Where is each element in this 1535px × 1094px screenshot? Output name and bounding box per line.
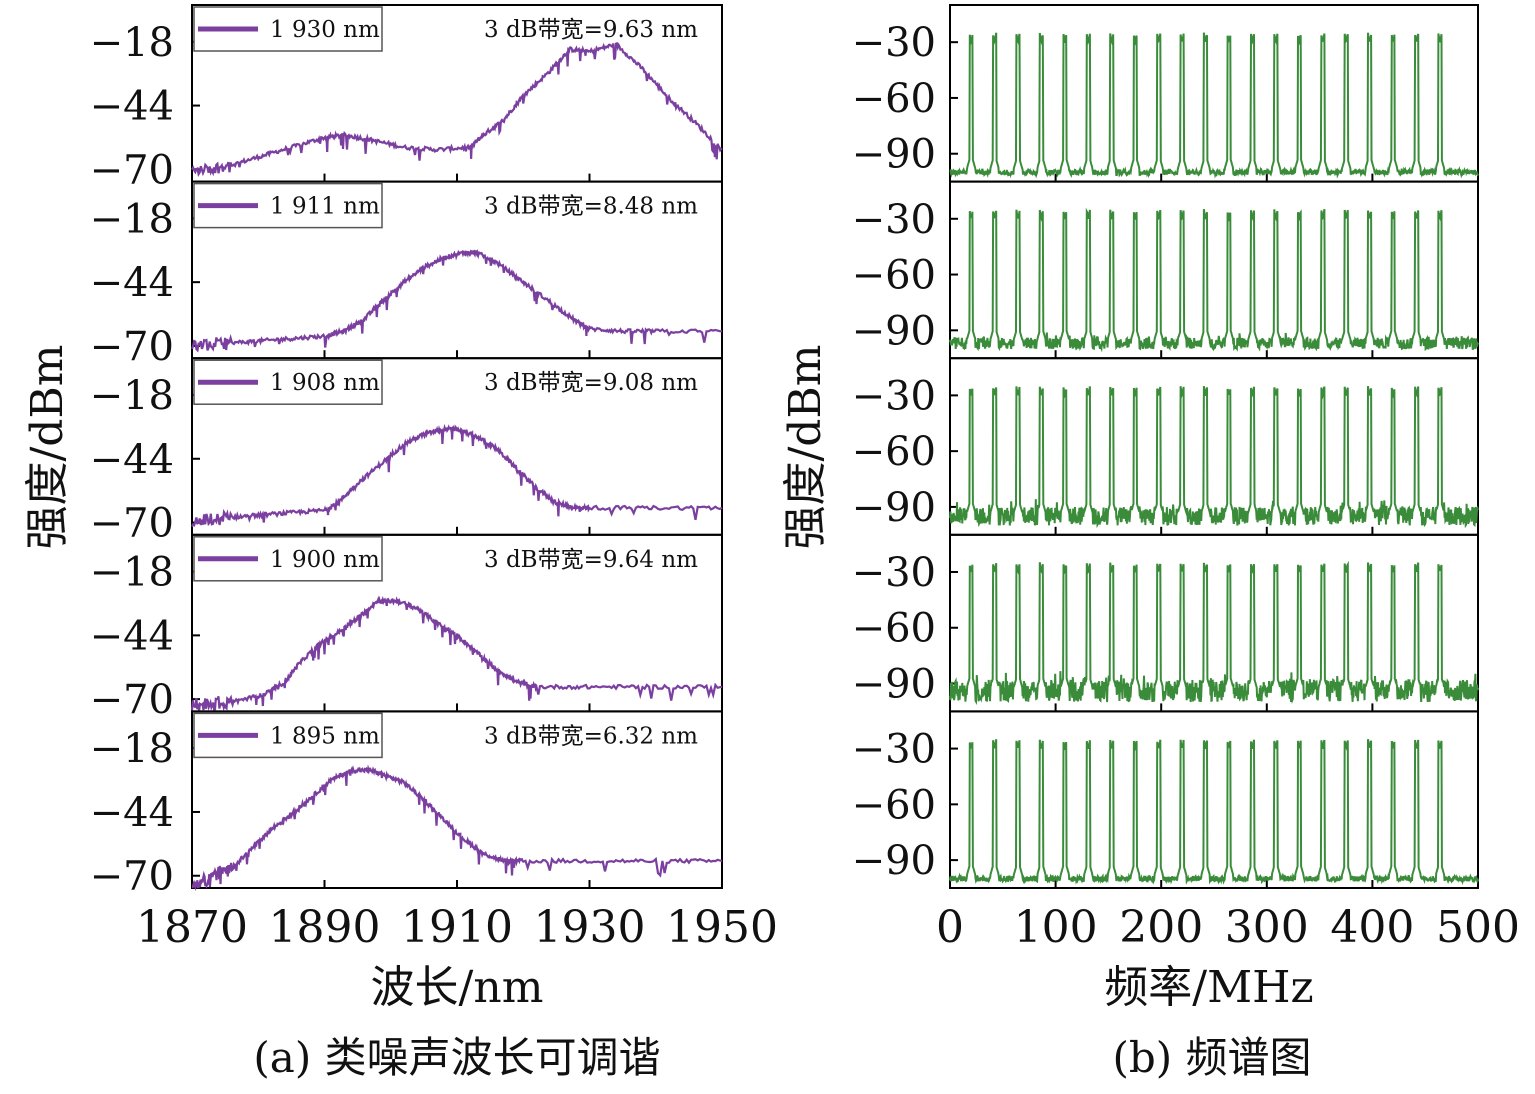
- y-tick-label: −60: [852, 76, 936, 122]
- y-tick-label: −90: [852, 308, 936, 354]
- chart-b-panel-4: −30 −60 −90: [852, 533, 1479, 713]
- chart-b-panel-3: −30 −60 −90: [852, 357, 1479, 536]
- x-axis-label: 频率/MHz: [1104, 962, 1313, 1013]
- bandwidth-annotation: 3 dB带宽=9.64 nm: [484, 547, 698, 573]
- x-tick-label: 300: [1225, 902, 1309, 953]
- chart-b-panel-5: −30 −60 −90: [852, 710, 1479, 890]
- rf-spectrum-line: [949, 560, 1479, 706]
- legend-label: 1 900 nm: [270, 547, 380, 573]
- bandwidth-annotation: 3 dB带宽=9.63 nm: [484, 17, 698, 43]
- y-tick-label: −90: [852, 662, 936, 708]
- y-tick-label: −44: [90, 260, 174, 306]
- y-tick-label: −18: [90, 20, 174, 66]
- x-axis-label: 波长/nm: [371, 962, 544, 1013]
- rf-spectrum-line: [949, 739, 1479, 886]
- y-tick-label: −30: [852, 550, 936, 596]
- chart-b-rf-spectrum: −30−60−90−30−60−90−30−60−90−30−60−90−30−…: [780, 4, 1520, 1082]
- y-tick-label: −44: [90, 790, 174, 836]
- y-tick-label: −70: [90, 324, 174, 370]
- y-tick-label: −60: [852, 606, 936, 652]
- y-tick-label: −90: [852, 485, 936, 531]
- y-tick-label: −60: [852, 253, 936, 299]
- chart-a-panel-4: −18 −44 −70 1 900 nm 3 dB带宽=9.64 nm: [90, 533, 723, 723]
- y-tick-label: −60: [852, 429, 936, 475]
- chart-b-panel-2: −30 −60 −90: [852, 180, 1479, 360]
- y-tick-label: −30: [852, 197, 936, 243]
- panel-frame: [949, 4, 1479, 183]
- y-tick-label: −70: [90, 854, 174, 900]
- chart-a-panel-1: −18 −44 −70 1 930 nm 3 dB带宽=9.63 nm: [90, 4, 723, 193]
- x-tick-label: 1870: [136, 902, 248, 953]
- chart-a-panel-3: −18 −44 −70 1 908 nm 3 dB带宽=9.08 nm: [90, 357, 723, 547]
- x-tick-label: 400: [1330, 902, 1414, 953]
- x-tick-label: 1930: [534, 902, 646, 953]
- y-tick-label: −60: [852, 782, 936, 828]
- x-tick-label: 1890: [269, 902, 381, 953]
- rf-spectrum-line: [949, 207, 1479, 353]
- chart-a-panel-2: −18 −44 −70 1 911 nm 3 dB带宽=8.48 nm: [90, 180, 723, 370]
- rf-spectrum-line: [949, 32, 1479, 179]
- y-tick-label: −70: [90, 147, 174, 193]
- y-tick-label: −70: [90, 677, 174, 723]
- y-tick-label: −18: [90, 726, 174, 772]
- x-tick-label: 200: [1119, 902, 1203, 953]
- bandwidth-annotation: 3 dB带宽=8.48 nm: [484, 194, 698, 220]
- y-tick-label: −30: [852, 20, 936, 66]
- y-tick-label: −90: [852, 132, 936, 178]
- spectrum-line: [191, 41, 723, 177]
- x-tick-label: 1910: [401, 902, 513, 953]
- spectrum-line: [191, 423, 723, 527]
- bandwidth-annotation: 3 dB带宽=6.32 nm: [484, 723, 698, 749]
- y-axis-label: 强度/dBm: [780, 344, 831, 549]
- y-tick-label: −90: [852, 838, 936, 884]
- y-axis-label: 强度/dBm: [22, 344, 73, 549]
- y-tick-label: −44: [90, 437, 174, 483]
- chart-b-panel-1: −30 −60 −90: [852, 4, 1479, 183]
- spectrum-line: [191, 764, 723, 892]
- x-tick-label: 1950: [666, 902, 778, 953]
- y-tick-label: −44: [90, 84, 174, 130]
- legend-label: 1 911 nm: [270, 194, 380, 220]
- legend-label: 1 908 nm: [270, 370, 380, 396]
- spectrum-line: [190, 249, 722, 353]
- rf-spectrum-line: [949, 385, 1479, 529]
- bandwidth-annotation: 3 dB带宽=9.08 nm: [484, 370, 698, 396]
- y-tick-label: −30: [852, 727, 936, 773]
- y-tick-label: −44: [90, 613, 174, 659]
- y-tick-label: −70: [90, 501, 174, 547]
- panel-frame: [949, 710, 1479, 890]
- x-tick-label: 100: [1014, 902, 1098, 953]
- y-tick-label: −18: [90, 550, 174, 596]
- x-tick-label: 0: [936, 902, 964, 953]
- chart-a-wavelength-tuning: −18 −44 −70 1 930 nm 3 dB带宽=9.63 nm −18 −44 −70…: [22, 4, 778, 1082]
- caption: (b) 频谱图: [1112, 1033, 1311, 1082]
- y-tick-label: −30: [852, 373, 936, 419]
- y-tick-label: −18: [90, 373, 174, 419]
- chart-a-panel-5: −18 −44 −70 1 895 nm 3 dB带宽=6.32 nm: [90, 710, 723, 900]
- panel-frame: [949, 180, 1479, 360]
- panel-frame: [949, 357, 1479, 536]
- legend-label: 1 930 nm: [270, 17, 380, 43]
- caption: (a) 类噪声波长可调谐: [253, 1033, 660, 1082]
- x-tick-label: 500: [1436, 902, 1520, 953]
- spectrum-line: [190, 595, 723, 712]
- legend-label: 1 895 nm: [270, 723, 380, 749]
- y-tick-label: −18: [90, 196, 174, 242]
